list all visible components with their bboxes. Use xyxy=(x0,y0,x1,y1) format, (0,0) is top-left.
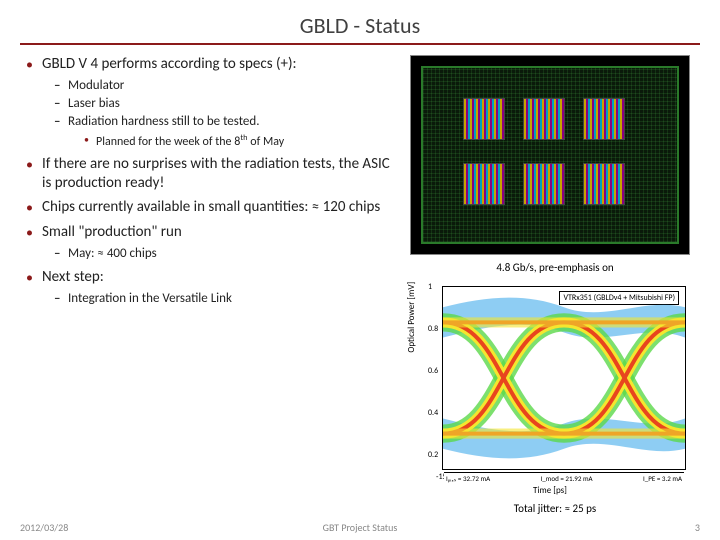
bullet-a3-text: Radiation hardness still to be tested. xyxy=(68,114,259,129)
chip-layout-inner xyxy=(421,66,679,244)
content-row: GBLD V 4 performs according to specs (+)… xyxy=(20,55,700,515)
text-column: GBLD V 4 performs according to specs (+)… xyxy=(20,55,400,515)
chip-block xyxy=(583,98,625,140)
bullet-a3x-sup: th xyxy=(240,133,247,143)
bullet-a1: Modulator xyxy=(50,78,400,94)
eye-plot-area: VTRx351 (GBLDv4 + Mitsubishi FP) xyxy=(442,286,686,470)
eye-footer-ibias: Iᵦᵢₐₛ = 32.72 mA xyxy=(446,474,490,483)
bullet-b: If there are no surprises with the radia… xyxy=(20,155,400,193)
eye-footer: Iᵦᵢₐₛ = 32.72 mA I_mod = 21.92 mA I_PE =… xyxy=(444,472,684,484)
footer-center: GBT Project Status xyxy=(323,521,398,534)
eye-xlabel: Time [ps] xyxy=(533,485,567,496)
eye-caption-top: 4.8 Gb/s, pre-emphasis on xyxy=(410,261,700,274)
chip-block xyxy=(463,98,505,140)
ytick: 0.6 xyxy=(428,366,438,376)
bullet-a3: Radiation hardness still to be tested. P… xyxy=(50,114,400,149)
bullet-e-text: Next step: xyxy=(42,268,104,286)
slide-footer: 2012/03/28 GBT Project Status 3 xyxy=(20,521,700,534)
chip-block xyxy=(523,98,565,140)
bullet-d: Small "production" run May: ≈ 400 chips xyxy=(20,223,400,262)
ytick: 0.8 xyxy=(428,324,438,334)
ytick: 0.4 xyxy=(428,408,438,418)
bullet-a2: Laser bias xyxy=(50,96,400,112)
slide-title: GBLD - Status xyxy=(20,12,700,45)
eye-diagram-figure: VTRx351 (GBLDv4 + Mitsubishi FP) xyxy=(410,278,690,498)
eye-footer-ipe: I_PE = 3.2 mA xyxy=(643,474,682,483)
bullet-c: Chips currently available in small quant… xyxy=(20,198,400,217)
eye-footer-imod: I_mod = 21.92 mA xyxy=(541,474,593,483)
bullet-a3x-2: of May xyxy=(248,135,285,149)
bullet-e1: Integration in the Versatile Link xyxy=(50,291,400,307)
bullet-d-text: Small "production" run xyxy=(42,223,182,241)
eye-ylabel: Optical Power [mV] xyxy=(406,282,417,353)
bullet-a3x-1: Planned for the week of the 8 xyxy=(96,135,240,149)
figure-column: 4.8 Gb/s, pre-emphasis on VTRx351 (GBLDv… xyxy=(410,55,700,515)
ytick: 0.2 xyxy=(428,450,438,460)
bullet-a: GBLD V 4 performs according to specs (+)… xyxy=(20,55,400,149)
bullet-a-text: GBLD V 4 performs according to specs (+)… xyxy=(42,55,297,73)
ytick: 1 xyxy=(428,282,432,292)
footer-date: 2012/03/28 xyxy=(20,521,68,534)
eye-svg xyxy=(443,287,685,469)
bullet-e: Next step: Integration in the Versatile … xyxy=(20,268,400,307)
chip-block xyxy=(583,163,625,205)
chip-block xyxy=(523,163,565,205)
bullet-d1: May: ≈ 400 chips xyxy=(50,246,400,262)
chip-layout-figure xyxy=(410,55,690,255)
footer-page: 3 xyxy=(695,521,700,534)
bullet-a3x: Planned for the week of the 8th of May xyxy=(80,133,400,149)
eye-caption-bottom: Total jitter: ≈ 25 ps xyxy=(410,502,700,515)
chip-block xyxy=(463,163,505,205)
